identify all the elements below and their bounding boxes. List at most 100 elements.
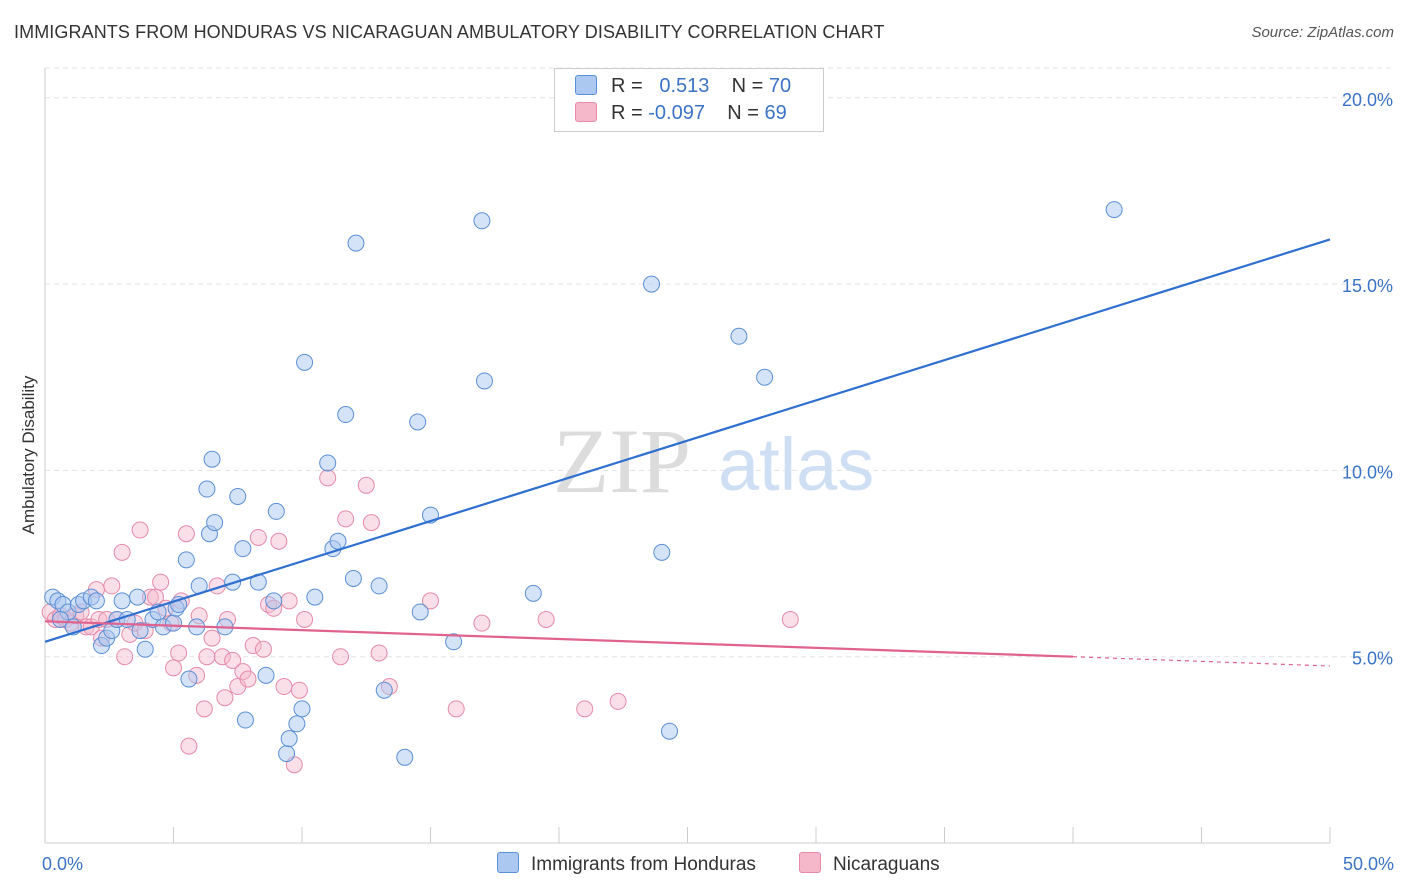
- y-tick-label-3: 20.0%: [1342, 90, 1393, 110]
- nicaraguans-point-36: [213, 648, 231, 666]
- honduras-point-65: [661, 722, 679, 740]
- honduras-point-40: [267, 502, 285, 520]
- honduras-point-25: [180, 670, 198, 688]
- watermark: ZIP atlas: [553, 410, 874, 512]
- nicaraguans-point-22: [152, 573, 170, 591]
- honduras-point-63: [643, 275, 661, 293]
- honduras-point-31: [203, 450, 221, 468]
- honduras-point-49: [329, 532, 347, 550]
- chart-title: IMMIGRANTS FROM HONDURAS VS NICARAGUAN A…: [14, 22, 885, 42]
- honduras-point-45: [296, 353, 314, 371]
- bottom-legend-swatch-blue: [497, 852, 519, 873]
- honduras-point-44: [293, 700, 311, 718]
- nicaraguans-point-51: [290, 681, 308, 699]
- honduras-point-35: [234, 540, 252, 558]
- nicaraguans-point-48: [275, 678, 293, 696]
- bottom-legend-label: Immigrants from Honduras: [531, 854, 756, 875]
- legend-n-value: 70: [768, 75, 792, 97]
- nicaraguans-point-28: [177, 525, 195, 543]
- nicaraguans-point-54: [332, 648, 350, 666]
- nicaraguans-point-29: [180, 737, 198, 755]
- nicaraguans-point-62: [473, 614, 491, 632]
- nicaraguans-point-44: [254, 640, 272, 658]
- legend-row-honduras: R = 0.513 N = 70: [575, 75, 791, 99]
- legend-row-nicaraguans: R = -0.097 N = 69: [575, 102, 787, 126]
- nicaraguans-point-60: [422, 592, 439, 610]
- honduras-point-14: [113, 592, 131, 610]
- legend-n-label: N =: [731, 75, 764, 97]
- honduras-point-46: [306, 588, 324, 606]
- nicaraguans-point-65: [609, 692, 627, 710]
- bottom-legend-label: Nicaraguans: [833, 854, 940, 875]
- honduras-point-51: [344, 569, 362, 587]
- honduras-point-59: [445, 633, 463, 651]
- y-tick-label-1: 10.0%: [1342, 462, 1393, 482]
- honduras-point-21: [165, 614, 182, 632]
- watermark-atlas: atlas: [718, 423, 874, 506]
- legend-swatch-pink: [575, 102, 597, 122]
- nicaraguans-point-56: [357, 476, 375, 494]
- nicaraguans-point-63: [537, 610, 555, 628]
- y-axis-label: Ambulatory Disability: [19, 375, 38, 534]
- nicaraguans-point-58: [370, 644, 388, 662]
- nicaraguans-point-42: [244, 637, 262, 655]
- nicaraguans-point-38: [224, 651, 242, 669]
- honduras-point-9: [87, 592, 105, 610]
- nicaraguans-point-47: [270, 532, 288, 550]
- legend-r-value: -0.097: [648, 102, 705, 124]
- honduras-point-66: [730, 327, 748, 345]
- nicaraguans-point-61: [447, 700, 465, 718]
- honduras-point-43: [288, 715, 306, 733]
- honduras-point-62: [524, 584, 542, 602]
- y-tick-label-0: 5.0%: [1352, 649, 1393, 669]
- x-tick-label-max: 50.0%: [1343, 854, 1394, 874]
- nicaraguans-point-41: [239, 670, 257, 688]
- honduras-point-34: [229, 487, 247, 505]
- nicaraguans-point-25: [165, 659, 182, 677]
- honduras-point-64: [653, 543, 671, 561]
- nicaraguans-trend-line: [44, 620, 1074, 658]
- nicaraguans-point-55: [337, 510, 355, 528]
- bottom-legend-swatch-pink: [799, 852, 821, 873]
- legend-swatch-blue: [575, 75, 597, 95]
- nicaraguans-point-26: [170, 644, 188, 662]
- honduras-point-47: [319, 454, 337, 472]
- nicaraguans-point-52: [296, 610, 314, 628]
- honduras-point-57: [411, 603, 429, 621]
- honduras-point-16: [129, 588, 147, 606]
- correlation-legend: R = 0.513 N = 70 R = -0.097 N = 69: [554, 68, 824, 132]
- bottom-legend-nicaraguans: Nicaraguans: [799, 852, 940, 876]
- nicaraguans-point-67: [216, 689, 234, 707]
- nicaraguans-point-33: [198, 648, 216, 666]
- source-label: Source: ZipAtlas.com: [1251, 24, 1394, 41]
- honduras-point-24: [177, 551, 195, 569]
- honduras-trend-line: [44, 238, 1331, 643]
- trend-lines: [44, 238, 1331, 667]
- nicaraguans-point-66: [781, 610, 799, 628]
- legend-r-value: 0.513: [659, 75, 710, 97]
- honduras-point-28: [198, 480, 216, 498]
- nicaraguans-point-57: [362, 514, 380, 532]
- honduras-point-60: [473, 212, 491, 230]
- nicaraguans-trend-extension: [1072, 656, 1331, 667]
- y-tick-label-2: 15.0%: [1342, 276, 1393, 296]
- honduras-point-50: [337, 406, 355, 424]
- honduras-point-36: [236, 711, 254, 729]
- honduras-point-61: [475, 372, 493, 390]
- bottom-legend-honduras: Immigrants from Honduras: [497, 852, 756, 876]
- honduras-point-69: [131, 622, 149, 640]
- legend-r-label: R =: [611, 75, 643, 97]
- nicaraguans-point-12: [103, 577, 121, 595]
- legend-r-label: R =: [611, 102, 643, 124]
- nicaraguans-point-15: [116, 648, 134, 666]
- nicaraguans-point-14: [113, 543, 131, 561]
- honduras-point-55: [396, 748, 414, 766]
- nicaraguans-point-43: [249, 528, 267, 546]
- honduras-point-54: [375, 681, 393, 699]
- honduras-point-67: [756, 368, 774, 386]
- honduras-point-52: [347, 234, 365, 252]
- honduras-point-41: [278, 745, 296, 763]
- honduras-point-38: [257, 666, 275, 684]
- honduras-point-42: [280, 730, 298, 748]
- honduras-point-17: [136, 640, 154, 658]
